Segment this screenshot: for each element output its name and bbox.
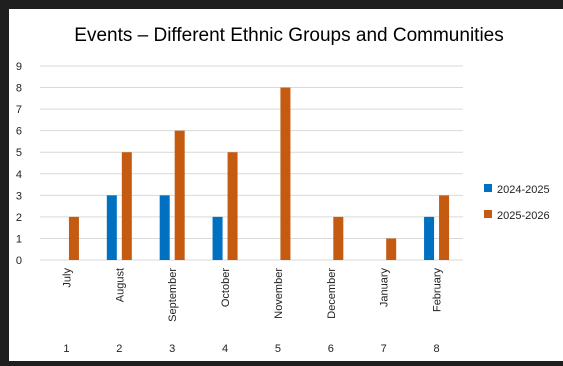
legend: 2024-2025 2025-2026 — [484, 184, 550, 222]
bar-2025-2026-January — [386, 238, 397, 260]
gridlines — [40, 65, 463, 261]
legend-swatch-2024-2025 — [484, 184, 492, 192]
y-tick-label: 5 — [16, 147, 22, 159]
x-axis-number-labels: 1 2 3 4 5 6 7 8 — [63, 343, 439, 355]
bar-2024-2025-August — [106, 195, 117, 260]
bar-2025-2026-February — [439, 195, 450, 260]
x-category-label: January — [379, 268, 391, 308]
bar-2025-2026-August — [121, 152, 132, 260]
x-category-number: 2 — [116, 343, 122, 355]
chart-area: Events – Different Ethnic Groups and Com… — [9, 9, 563, 361]
x-category-number: 5 — [275, 343, 281, 355]
x-axis-category-labels: July August September October November Decemb… — [61, 268, 443, 322]
bar-2025-2026-November — [280, 87, 291, 260]
x-category-number: 3 — [169, 343, 175, 355]
y-tick-label: 4 — [16, 169, 22, 181]
bar-2024-2025-February — [424, 216, 435, 260]
y-axis-tick-labels: 0 1 2 3 4 5 6 7 8 9 — [16, 61, 22, 267]
y-tick-label: 7 — [16, 104, 22, 116]
chart-title: Events – Different Ethnic Groups and Com… — [74, 25, 503, 46]
bar-2025-2026-July — [68, 216, 79, 260]
x-category-label: September — [167, 268, 179, 322]
legend-label: 2025-2026 — [497, 210, 550, 222]
x-category-number: 6 — [328, 343, 334, 355]
x-category-number: 4 — [222, 343, 228, 355]
x-category-label: October — [220, 268, 232, 307]
y-tick-label: 6 — [16, 126, 22, 138]
x-category-label: February — [432, 268, 444, 313]
x-category-label: December — [326, 268, 338, 319]
legend-label: 2024-2025 — [497, 184, 550, 196]
y-tick-label: 3 — [16, 190, 22, 202]
bar-2025-2026-October — [227, 152, 238, 260]
bar-2025-2026-December — [333, 216, 344, 260]
y-tick-label: 1 — [16, 233, 22, 245]
bar-2024-2025-September — [159, 195, 170, 260]
legend-swatch-2025-2026 — [484, 210, 492, 218]
y-tick-label: 8 — [16, 83, 22, 95]
y-tick-label: 0 — [16, 255, 22, 267]
x-category-number: 7 — [381, 343, 387, 355]
x-category-label: July — [61, 268, 73, 288]
x-category-number: 8 — [434, 343, 440, 355]
y-tick-label: 9 — [16, 61, 22, 73]
y-tick-label: 2 — [16, 212, 22, 224]
bar-2025-2026-September — [174, 130, 185, 260]
bar-chart: Events – Different Ethnic Groups and Com… — [16, 25, 550, 355]
x-category-number: 1 — [63, 343, 69, 355]
bars — [68, 87, 450, 260]
x-category-label: November — [273, 268, 285, 319]
x-category-label: August — [114, 268, 126, 302]
bar-2024-2025-October — [212, 216, 223, 260]
